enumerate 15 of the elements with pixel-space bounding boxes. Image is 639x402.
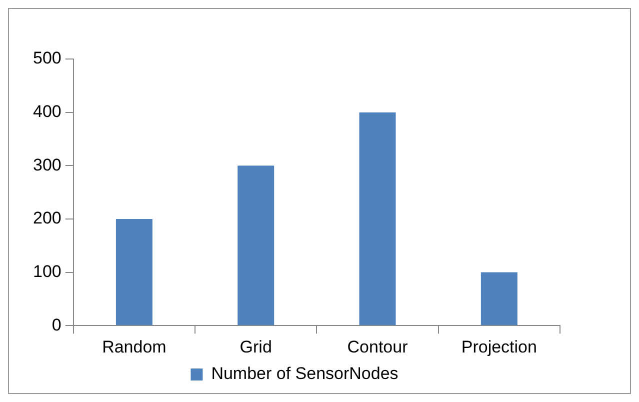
y-tick-label: 300 [32,155,62,174]
x-tick-label: Random [102,337,166,356]
y-tick-label: 100 [32,262,62,281]
y-tick-label: 200 [32,208,62,228]
y-tick-label: 500 [32,48,62,68]
x-tick-label: Contour [347,337,408,356]
legend-label: Number of SensorNodes [211,364,398,384]
y-tick-label: 0 [52,315,62,334]
x-tick-label: Projection [461,337,537,356]
bar [116,218,152,326]
x-tick-label: Grid [240,337,272,356]
bar [480,272,518,326]
y-tick-label: 400 [32,102,62,122]
bar [359,112,396,326]
bar [238,166,274,326]
